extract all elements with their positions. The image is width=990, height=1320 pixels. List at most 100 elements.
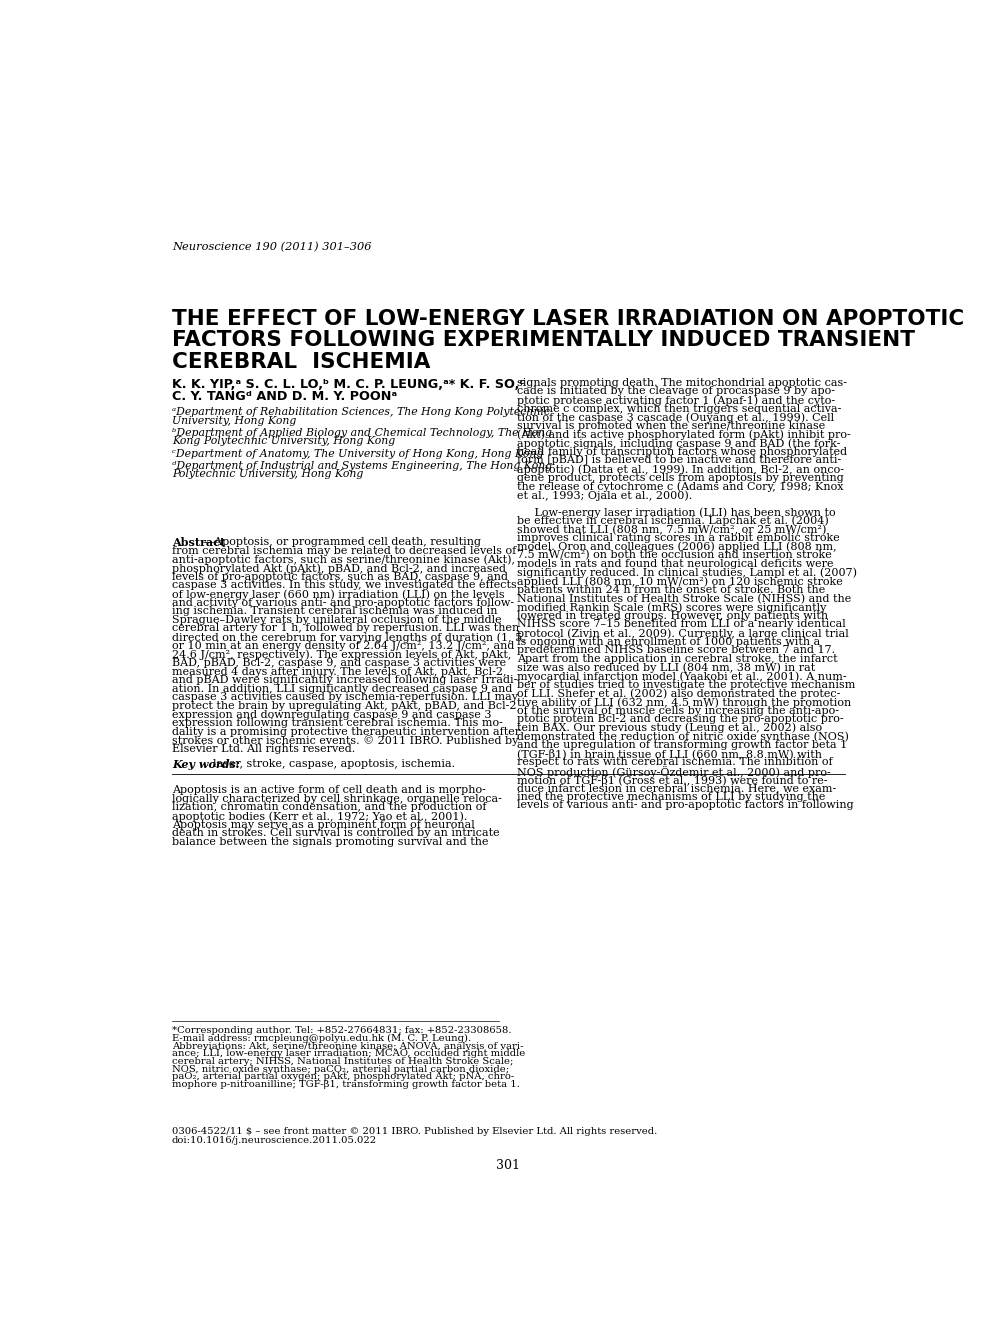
Text: respect to rats with cerebral ischemia. The inhibition of: respect to rats with cerebral ischemia. … bbox=[518, 758, 833, 767]
Text: size was also reduced by LLI (804 nm, 38 mW) in rat: size was also reduced by LLI (804 nm, 38… bbox=[518, 663, 816, 673]
Text: gene product, protects cells from apoptosis by preventing: gene product, protects cells from apopto… bbox=[518, 473, 844, 483]
Text: National Institutes of Health Stroke Scale (NIHSS) and the: National Institutes of Health Stroke Sca… bbox=[518, 594, 851, 603]
Text: Abbreviations: Akt, serine/threonine kinase; ANOVA, analysis of vari-: Abbreviations: Akt, serine/threonine kin… bbox=[172, 1041, 524, 1051]
Text: anti-apoptotic factors, such as serine/threonine kinase (Akt),: anti-apoptotic factors, such as serine/t… bbox=[172, 554, 515, 565]
Text: predetermined NIHSS baseline score between 7 and 17.: predetermined NIHSS baseline score betwe… bbox=[518, 645, 836, 655]
Text: 0306-4522/11 $ – see front matter © 2011 IBRO. Published by Elsevier Ltd. All ri: 0306-4522/11 $ – see front matter © 2011… bbox=[172, 1127, 657, 1137]
Text: Polytechnic University, Hong Kong: Polytechnic University, Hong Kong bbox=[172, 470, 363, 479]
Text: lization, chromatin condensation, and the production of: lization, chromatin condensation, and th… bbox=[172, 803, 486, 812]
Text: cerebral artery for 1 h, followed by reperfusion. LLI was then: cerebral artery for 1 h, followed by rep… bbox=[172, 623, 519, 634]
Text: NIHSS score 7–15 benefited from LLI of a nearly identical: NIHSS score 7–15 benefited from LLI of a… bbox=[518, 619, 846, 630]
Text: balance between the signals promoting survival and the: balance between the signals promoting su… bbox=[172, 837, 488, 847]
Text: dality is a promising protective therapeutic intervention after: dality is a promising protective therape… bbox=[172, 727, 520, 737]
Text: or 10 min at an energy density of 2.64 J/cm², 13.2 J/cm², and: or 10 min at an energy density of 2.64 J… bbox=[172, 640, 514, 651]
Text: ance; LLI, low-energy laser irradiation; MCAO, occluded right middle: ance; LLI, low-energy laser irradiation;… bbox=[172, 1049, 525, 1059]
Text: from cerebral ischemia may be related to decreased levels of: from cerebral ischemia may be related to… bbox=[172, 546, 516, 556]
Text: apoptotic signals, including caspase 9 and BAD (the fork-: apoptotic signals, including caspase 9 a… bbox=[518, 438, 841, 449]
Text: (Akt) and its active phosphorylated form (pAkt) inhibit pro-: (Akt) and its active phosphorylated form… bbox=[518, 429, 851, 440]
Text: protocol (Zivin et al., 2009). Currently, a large clinical trial: protocol (Zivin et al., 2009). Currently… bbox=[518, 628, 849, 639]
Text: and activity of various anti- and pro-apoptotic factors follow-: and activity of various anti- and pro-ap… bbox=[172, 598, 514, 607]
Text: of low-energy laser (660 nm) irradiation (LLI) on the levels: of low-energy laser (660 nm) irradiation… bbox=[172, 589, 505, 599]
Text: ᵈDepartment of Industrial and Systems Engineering, The Hong Kong: ᵈDepartment of Industrial and Systems En… bbox=[172, 461, 552, 471]
Text: NOS, nitric oxide synthase; paCO₂, arterial partial carbon dioxide;: NOS, nitric oxide synthase; paCO₂, arter… bbox=[172, 1065, 509, 1073]
Text: ptotic protease activating factor 1 (Apaf-1) and the cyto-: ptotic protease activating factor 1 (Apa… bbox=[518, 395, 836, 405]
Text: E-mail address: rmcpleung@polyu.edu.hk (M. C. P. Leung).: E-mail address: rmcpleung@polyu.edu.hk (… bbox=[172, 1034, 471, 1043]
Text: —Apoptosis, or programmed cell death, resulting: —Apoptosis, or programmed cell death, re… bbox=[203, 537, 481, 548]
Text: duce infarct lesion in cerebral ischemia. Here, we exam-: duce infarct lesion in cerebral ischemia… bbox=[518, 783, 837, 793]
Text: NOS production (Gürsoy-Özdemir et al., 2000) and pro-: NOS production (Gürsoy-Özdemir et al., 2… bbox=[518, 766, 832, 777]
Text: ation. In addition, LLI significantly decreased caspase 9 and: ation. In addition, LLI significantly de… bbox=[172, 684, 512, 694]
Text: tein BAX. Our previous study (Leung et al., 2002) also: tein BAX. Our previous study (Leung et a… bbox=[518, 723, 823, 734]
Text: ber of studies tried to investigate the protective mechanism: ber of studies tried to investigate the … bbox=[518, 680, 855, 689]
Text: tive ability of LLI (632 nm, 4.5 mW) through the promotion: tive ability of LLI (632 nm, 4.5 mW) thr… bbox=[518, 697, 851, 708]
Text: FACTORS FOLLOWING EXPERIMENTALLY INDUCED TRANSIENT: FACTORS FOLLOWING EXPERIMENTALLY INDUCED… bbox=[172, 330, 915, 350]
Text: levels of pro-apoptotic factors, such as BAD, caspase 9, and: levels of pro-apoptotic factors, such as… bbox=[172, 572, 508, 582]
Text: ᵃDepartment of Rehabilitation Sciences, The Hong Kong Polytechnic: ᵃDepartment of Rehabilitation Sciences, … bbox=[172, 407, 549, 417]
Text: University, Hong Kong: University, Hong Kong bbox=[172, 416, 296, 425]
Text: C. Y. TANGᵈ AND D. M. Y. POONᵃ: C. Y. TANGᵈ AND D. M. Y. POONᵃ bbox=[172, 391, 397, 403]
Text: levels of various anti- and pro-apoptotic factors in following: levels of various anti- and pro-apoptoti… bbox=[518, 800, 854, 810]
Text: apoptotic) (Datta et al., 1999). In addition, Bcl-2, an onco-: apoptotic) (Datta et al., 1999). In addi… bbox=[518, 465, 844, 475]
Text: cerebral artery; NIHSS, National Institutes of Health Stroke Scale;: cerebral artery; NIHSS, National Institu… bbox=[172, 1057, 513, 1067]
Text: model. Oron and colleagues (2006) applied LLI (808 nm,: model. Oron and colleagues (2006) applie… bbox=[518, 541, 838, 552]
Text: (TGF-β1) in brain tissue of LLI (660 nm, 8.8 mW) with: (TGF-β1) in brain tissue of LLI (660 nm,… bbox=[518, 748, 823, 760]
Text: survival is promoted when the serine/threonine kinase: survival is promoted when the serine/thr… bbox=[518, 421, 826, 430]
Text: Apart from the application in cerebral stroke, the infarct: Apart from the application in cerebral s… bbox=[518, 653, 839, 664]
Text: be effective in cerebral ischemia. Lapchak et al. (2004): be effective in cerebral ischemia. Lapch… bbox=[518, 516, 830, 527]
Text: phosphorylated Akt (pAkt), pBAD, and Bcl-2, and increased: phosphorylated Akt (pAkt), pBAD, and Bcl… bbox=[172, 564, 506, 574]
Text: *Corresponding author. Tel: +852-27664831; fax: +852-23308658.: *Corresponding author. Tel: +852-2766483… bbox=[172, 1026, 511, 1035]
Text: Apoptosis is an active form of cell death and is morpho-: Apoptosis is an active form of cell deat… bbox=[172, 785, 486, 795]
Text: BAD, pBAD, Bcl-2, caspase 9, and caspase 3 activities were: BAD, pBAD, Bcl-2, caspase 9, and caspase… bbox=[172, 657, 506, 668]
Text: cade is initiated by the cleavage of procaspase 9 by apo-: cade is initiated by the cleavage of pro… bbox=[518, 387, 836, 396]
Text: is ongoing with an enrollment of 1000 patients with a: is ongoing with an enrollment of 1000 pa… bbox=[518, 636, 821, 647]
Text: the release of cytochrome c (Adams and Cory, 1998; Knox: the release of cytochrome c (Adams and C… bbox=[518, 482, 843, 492]
Text: significantly reduced. In clinical studies, Lampl et al. (2007): significantly reduced. In clinical studi… bbox=[518, 568, 857, 578]
Text: modified Rankin Scale (mRS) scores were significantly: modified Rankin Scale (mRS) scores were … bbox=[518, 602, 827, 612]
Text: form [pBAD] is believed to be inactive and therefore anti-: form [pBAD] is believed to be inactive a… bbox=[518, 455, 842, 466]
Text: improves clinical rating scores in a rabbit embolic stroke: improves clinical rating scores in a rab… bbox=[518, 533, 841, 543]
Text: directed on the cerebrum for varying lengths of duration (1, 5,: directed on the cerebrum for varying len… bbox=[172, 632, 526, 643]
Text: expression following transient cerebral ischemia. This mo-: expression following transient cerebral … bbox=[172, 718, 503, 729]
Text: of the survival of muscle cells by increasing the anti-apo-: of the survival of muscle cells by incre… bbox=[518, 706, 840, 715]
Text: Elsevier Ltd. All rights reserved.: Elsevier Ltd. All rights reserved. bbox=[172, 744, 355, 754]
Text: caspase 3 activities caused by ischemia-reperfusion. LLI may: caspase 3 activities caused by ischemia-… bbox=[172, 693, 518, 702]
Text: demonstrated the reduction of nitric oxide synthase (NOS): demonstrated the reduction of nitric oxi… bbox=[518, 731, 849, 742]
Text: caspase 3 activities. In this study, we investigated the effects: caspase 3 activities. In this study, we … bbox=[172, 581, 517, 590]
Text: ᶜDepartment of Anatomy, The University of Hong Kong, Hong Kong: ᶜDepartment of Anatomy, The University o… bbox=[172, 449, 544, 458]
Text: strokes or other ischemic events. © 2011 IBRO. Published by: strokes or other ischemic events. © 2011… bbox=[172, 735, 518, 746]
Text: 301: 301 bbox=[496, 1159, 520, 1172]
Text: measured 4 days after injury. The levels of Akt, pAkt, Bcl-2,: measured 4 days after injury. The levels… bbox=[172, 667, 506, 677]
Text: protect the brain by upregulating Akt, pAkt, pBAD, and Bcl-2: protect the brain by upregulating Akt, p… bbox=[172, 701, 517, 711]
Text: ᵇDepartment of Applied Biology and Chemical Technology, The Hong: ᵇDepartment of Applied Biology and Chemi… bbox=[172, 428, 551, 438]
Text: and pBAD were significantly increased following laser Irradi-: and pBAD were significantly increased fo… bbox=[172, 676, 517, 685]
Text: et al., 1993; Ojala et al., 2000).: et al., 1993; Ojala et al., 2000). bbox=[518, 490, 693, 500]
Text: and the upregulation of transforming growth factor beta 1: and the upregulation of transforming gro… bbox=[518, 741, 847, 750]
Text: applied LLI (808 nm, 10 mW/cm²) on 120 ischemic stroke: applied LLI (808 nm, 10 mW/cm²) on 120 i… bbox=[518, 577, 843, 587]
Text: ined the protective mechanisms of LLI by studying the: ined the protective mechanisms of LLI by… bbox=[518, 792, 826, 801]
Text: paO₂, arterial partial oxygen; pAkt, phosphorylated Akt; pNA, chro-: paO₂, arterial partial oxygen; pAkt, pho… bbox=[172, 1072, 514, 1081]
Text: signals promoting death. The mitochondrial apoptotic cas-: signals promoting death. The mitochondri… bbox=[518, 378, 847, 388]
Text: models in rats and found that neurological deficits were: models in rats and found that neurologic… bbox=[518, 558, 834, 569]
Text: motion of TGF-β1 (Gross et al., 1993) were found to re-: motion of TGF-β1 (Gross et al., 1993) we… bbox=[518, 775, 828, 785]
Text: death in strokes. Cell survival is controlled by an intricate: death in strokes. Cell survival is contr… bbox=[172, 829, 499, 838]
Text: chrome c complex, which then triggers sequential activa-: chrome c complex, which then triggers se… bbox=[518, 404, 842, 413]
Text: laser, stroke, caspase, apoptosis, ischemia.: laser, stroke, caspase, apoptosis, ische… bbox=[213, 759, 455, 770]
Text: Neuroscience 190 (2011) 301–306: Neuroscience 190 (2011) 301–306 bbox=[172, 242, 371, 252]
Text: Sprague–Dawley rats by unilateral occlusion of the middle: Sprague–Dawley rats by unilateral occlus… bbox=[172, 615, 501, 624]
Text: tion of the caspase 3 cascade (Ouyang et al., 1999). Cell: tion of the caspase 3 cascade (Ouyang et… bbox=[518, 412, 835, 422]
Text: lowered in treated groups. However, only patients with: lowered in treated groups. However, only… bbox=[518, 611, 829, 620]
Text: of LLI. Shefer et al. (2002) also demonstrated the protec-: of LLI. Shefer et al. (2002) also demons… bbox=[518, 688, 841, 698]
Text: THE EFFECT OF LOW-ENERGY LASER IRRADIATION ON APOPTOTIC: THE EFFECT OF LOW-ENERGY LASER IRRADIATI… bbox=[172, 309, 964, 329]
Text: Low-energy laser irradiation (LLI) has been shown to: Low-energy laser irradiation (LLI) has b… bbox=[518, 507, 837, 517]
Text: CEREBRAL  ISCHEMIA: CEREBRAL ISCHEMIA bbox=[172, 351, 431, 372]
Text: logically characterized by cell shrinkage, organelle reloca-: logically characterized by cell shrinkag… bbox=[172, 793, 502, 804]
Text: expression and downregulating caspase 9 and caspase 3: expression and downregulating caspase 9 … bbox=[172, 710, 491, 719]
Text: ing ischemia. Transient cerebral ischemia was induced in: ing ischemia. Transient cerebral ischemi… bbox=[172, 606, 497, 616]
Text: showed that LLI (808 nm, 7.5 mW/cm², or 25 mW/cm²): showed that LLI (808 nm, 7.5 mW/cm², or … bbox=[518, 524, 827, 535]
Text: 7.5 mW/cm²) on both the occlusion and insertion stroke: 7.5 mW/cm²) on both the occlusion and in… bbox=[518, 550, 833, 561]
Text: apoptotic bodies (Kerr et al., 1972; Yao et al., 2001).: apoptotic bodies (Kerr et al., 1972; Yao… bbox=[172, 810, 467, 821]
Text: myocardial infarction model (Yaakobi et al., 2001). A num-: myocardial infarction model (Yaakobi et … bbox=[518, 671, 847, 681]
Text: K. K. YIP,ᵃ S. C. L. LO,ᵇ M. C. P. LEUNG,ᵃ* K. F. SO,ᶜ: K. K. YIP,ᵃ S. C. L. LO,ᵇ M. C. P. LEUNG… bbox=[172, 378, 525, 391]
Text: Key words:: Key words: bbox=[172, 759, 244, 770]
Text: Apoptosis may serve as a prominent form of neuronal: Apoptosis may serve as a prominent form … bbox=[172, 820, 474, 830]
